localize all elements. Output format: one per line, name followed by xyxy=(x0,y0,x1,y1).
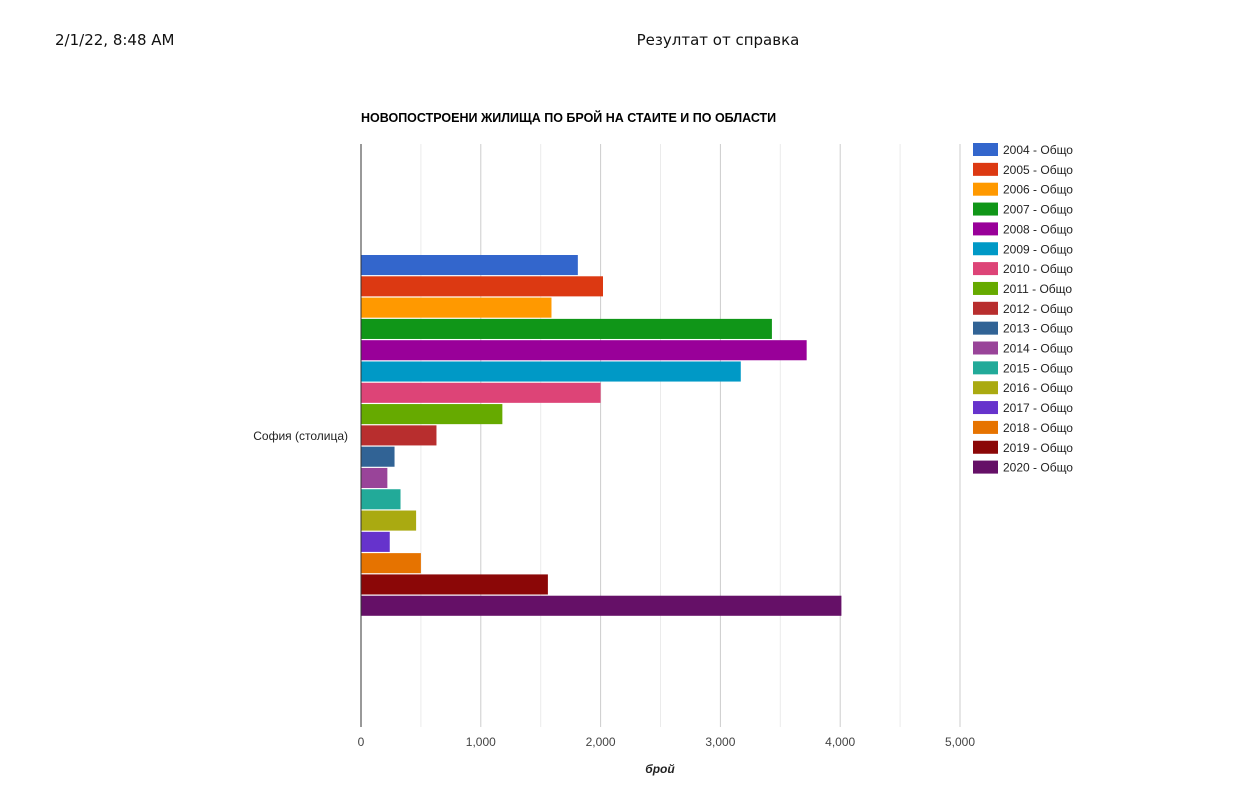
legend-label: 2013 - Общо xyxy=(1003,322,1073,336)
x-axis-title: брой xyxy=(645,762,675,776)
legend-label: 2012 - Общо xyxy=(1003,302,1073,316)
legend-item[interactable]: 2012 - Общо xyxy=(973,301,1073,316)
bar-2014[interactable] xyxy=(361,467,388,489)
x-tick-label: 0 xyxy=(358,735,365,749)
x-tick-label: 5,000 xyxy=(945,735,975,749)
legend-swatch xyxy=(973,341,998,355)
legend-swatch xyxy=(973,361,998,375)
bar-2015[interactable] xyxy=(361,489,401,510)
legend-label: 2019 - Общо xyxy=(1003,441,1073,455)
legend-label: 2008 - Общо xyxy=(1003,222,1073,236)
bar-2007[interactable] xyxy=(361,318,772,339)
legend-label: 2011 - Общо xyxy=(1003,282,1072,296)
x-tick-label: 3,000 xyxy=(705,735,735,749)
legend-swatch xyxy=(973,182,998,196)
legend-item[interactable]: 2015 - Общо xyxy=(973,361,1073,375)
gridlines xyxy=(420,144,961,727)
legend-item[interactable]: 2018 - Общо xyxy=(973,420,1073,435)
x-tick-label: 1,000 xyxy=(466,735,496,749)
bar-2017[interactable] xyxy=(361,531,390,552)
legend-item[interactable]: 2010 - Общо xyxy=(973,262,1073,276)
category-label: София (столица) xyxy=(253,429,348,443)
legend-swatch xyxy=(973,301,998,315)
legend-item[interactable]: 2020 - Общо xyxy=(973,460,1073,475)
legend-label: 2018 - Общо xyxy=(1003,421,1073,435)
legend-swatch xyxy=(973,281,998,295)
bar-2012[interactable] xyxy=(361,425,437,446)
bars xyxy=(361,255,842,616)
chart-title: НОВОПОСТРОЕНИ ЖИЛИЩА ПО БРОЙ НА СТАИТЕ И… xyxy=(361,110,776,125)
bar-2013[interactable] xyxy=(361,446,395,467)
legend-item[interactable]: 2007 - Общо xyxy=(973,202,1073,217)
legend-item[interactable]: 2016 - Общо xyxy=(973,381,1073,395)
legend-item[interactable]: 2013 - Общо xyxy=(973,321,1073,336)
legend-swatch xyxy=(973,420,998,434)
legend-swatch xyxy=(973,242,998,256)
legend-label: 2020 - Общо xyxy=(1003,461,1073,475)
legend-swatch xyxy=(973,440,998,454)
bar-2020[interactable] xyxy=(361,595,842,616)
legend-label: 2004 - Общо xyxy=(1003,143,1073,157)
bar-2010[interactable] xyxy=(361,382,601,403)
x-axis-ticks: 0 1,000 2,000 3,000 4,000 5,000 xyxy=(358,735,976,749)
legend-item[interactable]: 2011 - Общо xyxy=(973,281,1072,296)
bar-2011[interactable] xyxy=(361,404,503,425)
legend-item[interactable]: 2005 - Общо xyxy=(973,162,1073,177)
page-title: Резултат от справка xyxy=(636,31,800,49)
bar-2008[interactable] xyxy=(361,340,807,361)
bar-2018[interactable] xyxy=(361,553,421,574)
bar-2019[interactable] xyxy=(361,574,548,595)
legend-item[interactable]: 2019 - Общо xyxy=(973,440,1073,455)
legend-swatch xyxy=(973,321,998,335)
legend: 2004 - Общо 2005 - Общо 2006 - Общо 2007 - … xyxy=(973,143,1073,475)
legend-label: 2006 - Общо xyxy=(1003,183,1073,197)
bar-2004[interactable] xyxy=(361,255,578,276)
legend-swatch xyxy=(973,401,998,415)
bar-2016[interactable] xyxy=(361,510,417,531)
legend-swatch xyxy=(973,143,998,156)
bar-2006[interactable] xyxy=(361,297,552,318)
legend-item[interactable]: 2008 - Общо xyxy=(973,222,1073,236)
legend-label: 2014 - Общо xyxy=(1003,342,1073,356)
legend-item[interactable]: 2006 - Общо xyxy=(973,182,1073,197)
bar-2009[interactable] xyxy=(361,361,741,382)
legend-swatch xyxy=(973,222,998,236)
legend-label: 2016 - Общо xyxy=(1003,381,1073,395)
x-tick-label: 4,000 xyxy=(825,735,855,749)
print-datetime: 2/1/22, 8:48 AM xyxy=(55,31,175,49)
legend-swatch xyxy=(973,162,998,176)
legend-swatch xyxy=(973,460,998,474)
legend-item[interactable]: 2017 - Общо xyxy=(973,401,1073,415)
bar-2005[interactable] xyxy=(361,276,603,297)
legend-label: 2005 - Общо xyxy=(1003,163,1073,177)
legend-label: 2010 - Общо xyxy=(1003,262,1073,276)
legend-label: 2009 - Общо xyxy=(1003,242,1073,256)
legend-item[interactable]: 2014 - Общо xyxy=(973,341,1073,356)
legend-swatch xyxy=(973,381,998,395)
legend-label: 2007 - Общо xyxy=(1003,203,1073,217)
legend-item[interactable]: 2009 - Общо xyxy=(973,242,1073,256)
legend-swatch xyxy=(973,262,998,276)
legend-label: 2015 - Общо xyxy=(1003,361,1073,375)
legend-item[interactable]: 2004 - Общо xyxy=(973,143,1073,157)
legend-swatch xyxy=(973,202,998,216)
legend-label: 2017 - Общо xyxy=(1003,401,1073,415)
x-tick-label: 2,000 xyxy=(586,735,616,749)
